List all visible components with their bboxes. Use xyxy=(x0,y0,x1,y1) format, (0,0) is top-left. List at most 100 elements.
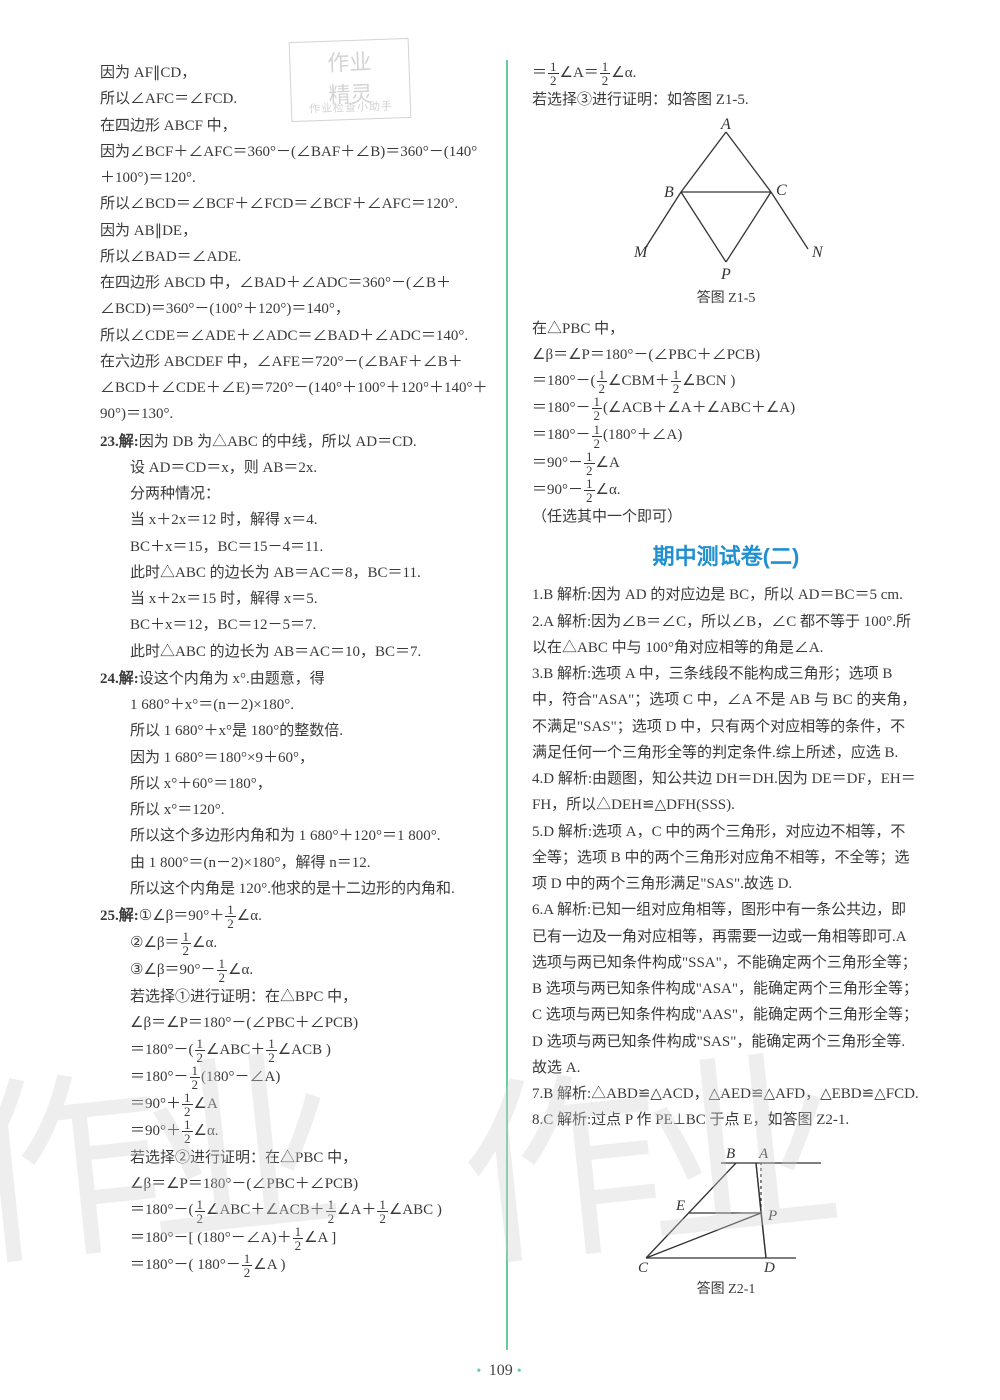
column-left: 因为 AF∥CD， 所以∠AFC＝∠FCD. 在四边形 ABCF 中， 因为∠B… xyxy=(40,60,502,1350)
fraction: 12 xyxy=(217,957,228,984)
text-line: ＝180°－(12∠CBM＋12∠BCN ) xyxy=(532,368,920,395)
problem-24: 24.解:设这个内角为 x°.由题意，得 xyxy=(100,666,488,692)
svg-text:A: A xyxy=(720,117,731,133)
fraction: 12 xyxy=(266,1037,277,1064)
fraction: 12 xyxy=(584,477,595,504)
problem-number: 24.解: xyxy=(100,671,139,687)
text-line: 所以 x°＋60°＝180°， xyxy=(100,771,488,797)
text-line: BC＋x＝15，BC＝15－4＝11. xyxy=(100,534,488,560)
page-number-value: 109 xyxy=(489,1362,513,1379)
fraction: 12 xyxy=(592,423,603,450)
text-line: 在四边形 ABCF 中， xyxy=(100,113,488,139)
diagram-triangle-icon: A B C M N P xyxy=(626,117,826,287)
answer-item: 1.B 解析:因为 AD 的对应边是 BC，所以 AD＝BC＝5 cm. xyxy=(532,582,920,608)
text-line: ②∠β＝12∠α. xyxy=(100,930,488,957)
text-line: ＝180°－(12∠ABC＋∠ACB＋12∠A＋12∠ABC ) xyxy=(100,1197,488,1224)
answer-item: 4.D 解析:由题图，知公共边 DH＝DH.因为 DE＝DF，EH＝FH，所以△… xyxy=(532,766,920,819)
problem-number: 23.解: xyxy=(100,434,139,450)
figure-z1-5: A B C M N P 答图 Z1-5 xyxy=(532,117,920,312)
fraction: 12 xyxy=(195,1198,206,1225)
text-line: 若选择①进行证明：在△BPC 中， xyxy=(100,984,488,1010)
text-line: 因为 1 680°＝180°×9＋60°， xyxy=(100,745,488,771)
text-line: ＝180°－(12∠ABC＋12∠ACB ) xyxy=(100,1037,488,1064)
text-line: ∠β＝∠P＝180°－(∠PBC＋∠PCB) xyxy=(532,342,920,368)
text-line: 若选择②进行证明：在△PBC 中， xyxy=(100,1145,488,1171)
figure-z2-1: B A E P C D 答图 Z2-1 xyxy=(532,1138,920,1303)
answer-item: 5.D 解析:选项 A，C 中的两个三角形，对应边不相等，不全等；选项 B 中的… xyxy=(532,819,920,898)
figure-caption: 答图 Z2-1 xyxy=(532,1278,920,1303)
fraction: 12 xyxy=(225,903,236,930)
fraction: 12 xyxy=(597,368,608,395)
text-line: 分两种情况： xyxy=(100,481,488,507)
svg-text:E: E xyxy=(675,1198,685,1214)
text-line: BC＋x＝12，BC＝12－5＝7. xyxy=(100,612,488,638)
text-line: 所以∠CDE＝∠ADE＋∠ADC＝∠BAD＋∠ADC＝140°. xyxy=(100,323,488,349)
svg-text:P: P xyxy=(720,266,731,283)
text-line: ＝90°－12∠α. xyxy=(532,477,920,504)
figure-caption: 答图 Z1-5 xyxy=(532,287,920,312)
answer-item: 6.A 解析:已知一组对应角相等，图形中有一条公共边，即已有一边及一角对应相等，… xyxy=(532,897,920,1081)
diagram-geometry-icon: B A E P C D xyxy=(626,1138,826,1278)
text-line: 在六边形 ABCDEF 中，∠AFE＝720°－(∠BAF＋∠B＋∠BCD＋∠C… xyxy=(100,349,488,428)
text-line: ＝90°＋12∠A xyxy=(100,1091,488,1118)
fraction: 12 xyxy=(182,1118,193,1145)
text-line: ＝180°－[ (180°－∠A)＋12∠A ] xyxy=(100,1225,488,1252)
text-line: 所以 x°＝120°. xyxy=(100,797,488,823)
text-line: 此时△ABC 的边长为 AB＝AC＝10，BC＝7. xyxy=(100,639,488,665)
text-line: ③∠β＝90°－12∠α. xyxy=(100,957,488,984)
fraction: 12 xyxy=(242,1252,253,1279)
problem-23: 23.解:因为 DB 为△ABC 的中线，所以 AD＝CD. xyxy=(100,429,488,455)
text-line: ∠α. xyxy=(237,908,262,924)
text-line: 所以这个内角是 120°.他求的是十二边形的内角和. xyxy=(100,876,488,902)
page-number: • 109 • xyxy=(0,1362,1000,1380)
text-line: 所以∠BAD＝∠ADE. xyxy=(100,244,488,270)
text-line: 所以∠BCD＝∠BCF＋∠FCD＝∠BCF＋∠AFC＝120°. xyxy=(100,191,488,217)
text-line: ＝180°－( 180°－12∠A ) xyxy=(100,1252,488,1279)
text-line: 设这个内角为 x°.由题意，得 xyxy=(139,671,325,687)
page-content: 因为 AF∥CD， 所以∠AFC＝∠FCD. 在四边形 ABCF 中， 因为∠B… xyxy=(0,0,1000,1400)
fraction: 12 xyxy=(548,60,559,87)
text-line: ①∠β＝90°＋ xyxy=(139,908,225,924)
fraction: 12 xyxy=(293,1225,304,1252)
text-line: ＝180°－12(180°－∠A) xyxy=(100,1064,488,1091)
text-line: ＝180°－12(∠ACB＋∠A＋∠ABC＋∠A) xyxy=(532,395,920,422)
text-line: 因为 DB 为△ABC 的中线，所以 AD＝CD. xyxy=(139,434,417,450)
column-divider xyxy=(506,60,508,1350)
text-line: ＝180°－12(180°＋∠A) xyxy=(532,422,920,449)
svg-text:D: D xyxy=(763,1260,775,1276)
text-line: ∠β＝∠P＝180°－(∠PBC＋∠PCB) xyxy=(100,1171,488,1197)
text-line: 因为∠BCF＋∠AFC＝360°－(∠BAF＋∠B)＝360°－(140°＋10… xyxy=(100,139,488,192)
svg-text:C: C xyxy=(638,1260,649,1276)
svg-text:M: M xyxy=(633,244,649,261)
answer-item: 2.A 解析:因为∠B＝∠C，所以∠B，∠C 都不等于 100°.所以在△ABC… xyxy=(532,609,920,662)
fraction: 12 xyxy=(190,1064,201,1091)
svg-text:C: C xyxy=(776,182,787,199)
text-line: ∠β＝∠P＝180°－(∠PBC＋∠PCB) xyxy=(100,1010,488,1036)
svg-text:B: B xyxy=(726,1146,735,1162)
text-line: 在四边形 ABCD 中，∠BAD＋∠ADC＝360°－(∠B＋∠BCD)＝360… xyxy=(100,270,488,323)
text-line: 所以 1 680°＋x°是 180°的整数倍. xyxy=(100,718,488,744)
problem-25: 25.解:①∠β＝90°＋12∠α. xyxy=(100,903,488,930)
fraction: 12 xyxy=(195,1037,206,1064)
svg-text:A: A xyxy=(758,1146,769,1162)
svg-text:P: P xyxy=(767,1208,777,1224)
fraction: 12 xyxy=(592,395,603,422)
fraction: 12 xyxy=(181,930,192,957)
text-line: 因为 AB∥DE， xyxy=(100,218,488,244)
problem-number: 25.解: xyxy=(100,908,139,924)
text-line: ＝12∠A＝12∠α. xyxy=(532,60,920,87)
dot-icon: • xyxy=(517,1364,524,1379)
text-line: 当 x＋2x＝12 时，解得 x＝4. xyxy=(100,507,488,533)
text-line: 若选择③进行证明：如答图 Z1-5. xyxy=(532,87,920,113)
text-line: 此时△ABC 的边长为 AB＝AC＝8，BC＝11. xyxy=(100,560,488,586)
fraction: 12 xyxy=(182,1091,193,1118)
text-line: 由 1 800°＝(n－2)×180°，解得 n＝12. xyxy=(100,850,488,876)
section-title: 期中测试卷(二) xyxy=(532,538,920,577)
fraction: 12 xyxy=(326,1198,337,1225)
text-line: 所以∠AFC＝∠FCD. xyxy=(100,86,488,112)
fraction: 12 xyxy=(600,60,611,87)
column-right: ＝12∠A＝12∠α. 若选择③进行证明：如答图 Z1-5. A B C M xyxy=(512,60,960,1350)
answer-item: 8.C 解析:过点 P 作 PE⊥BC 于点 E，如答图 Z2-1. xyxy=(532,1107,920,1133)
svg-text:B: B xyxy=(664,184,674,201)
fraction: 12 xyxy=(584,450,595,477)
